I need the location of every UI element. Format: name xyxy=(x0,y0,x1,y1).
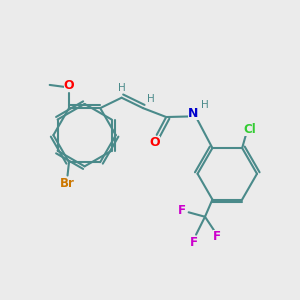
Text: F: F xyxy=(190,236,198,248)
Text: H: H xyxy=(201,100,209,110)
Text: F: F xyxy=(213,230,221,243)
Text: F: F xyxy=(178,204,186,217)
Text: H: H xyxy=(148,94,155,104)
Text: Br: Br xyxy=(60,177,75,190)
Text: Cl: Cl xyxy=(244,123,256,136)
Text: O: O xyxy=(64,79,74,92)
Text: H: H xyxy=(118,83,125,93)
Text: N: N xyxy=(188,107,199,120)
Text: O: O xyxy=(149,136,160,149)
